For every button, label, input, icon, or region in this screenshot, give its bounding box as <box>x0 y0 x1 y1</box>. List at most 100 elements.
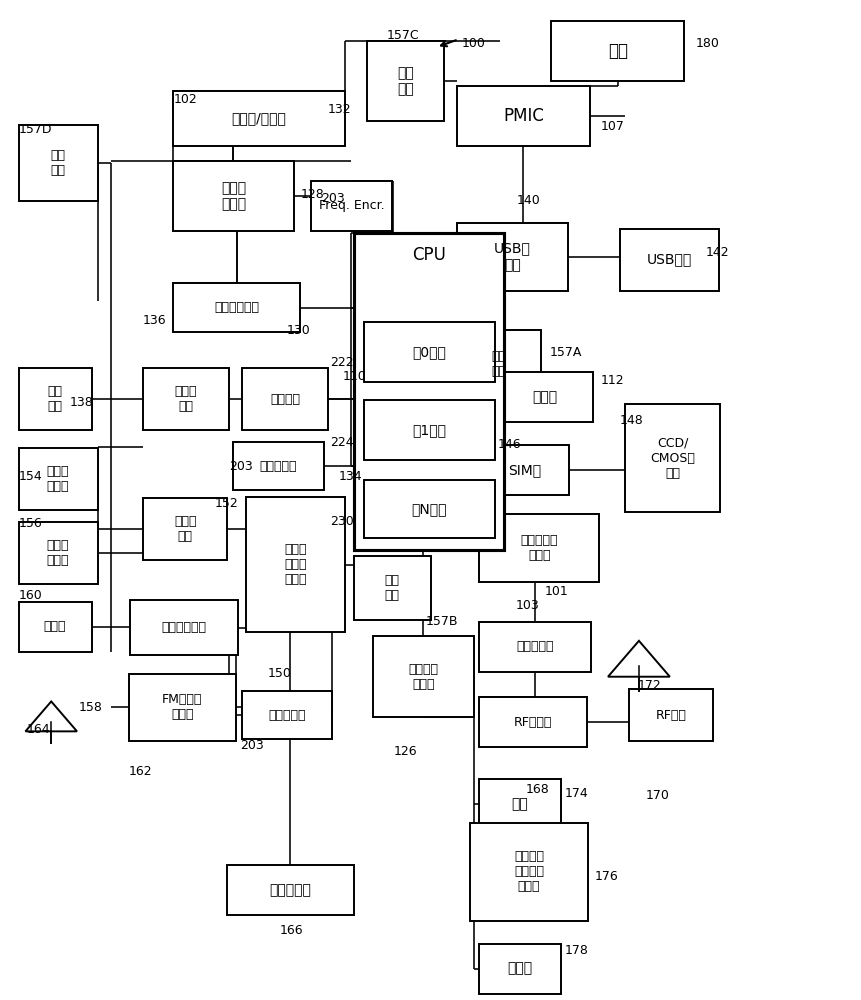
Bar <box>173 283 300 332</box>
Text: 键盘: 键盘 <box>511 797 528 811</box>
Text: 110: 110 <box>342 370 366 383</box>
Text: 157D: 157D <box>19 123 52 136</box>
Text: PMIC: PMIC <box>502 107 543 125</box>
Bar <box>551 21 684 81</box>
Text: 157A: 157A <box>549 346 581 359</box>
Text: 126: 126 <box>393 745 417 758</box>
Bar <box>363 480 494 538</box>
Text: CCD/
CMOS照
相机: CCD/ CMOS照 相机 <box>649 437 694 480</box>
Bar <box>310 181 392 231</box>
Bar <box>19 522 97 584</box>
Text: 130: 130 <box>287 324 310 337</box>
Text: 152: 152 <box>214 497 238 510</box>
Text: 电压优化器: 电压优化器 <box>516 640 553 653</box>
Text: 138: 138 <box>70 396 94 409</box>
Bar <box>226 865 353 915</box>
Bar <box>479 944 561 994</box>
Text: RF开关: RF开关 <box>654 709 685 722</box>
Text: 立体声耳机: 立体声耳机 <box>269 883 311 897</box>
Text: 172: 172 <box>636 679 660 692</box>
Bar <box>469 823 587 921</box>
Bar <box>19 125 97 201</box>
Text: FM无线电
调谐器: FM无线电 调谐器 <box>162 693 202 721</box>
Text: 麦克风: 麦克风 <box>44 620 66 633</box>
Bar <box>19 602 91 652</box>
Text: 第0内核: 第0内核 <box>412 345 446 359</box>
Text: CPU: CPU <box>412 246 445 264</box>
Text: 203: 203 <box>240 739 263 752</box>
Text: 第N内核: 第N内核 <box>411 502 447 516</box>
Text: 103: 103 <box>515 599 538 612</box>
Text: 频率增强器: 频率增强器 <box>268 709 306 722</box>
Text: 222: 222 <box>330 356 354 369</box>
Text: Freq. Encr.: Freq. Encr. <box>319 199 384 212</box>
Bar <box>456 223 567 291</box>
Text: 视频解码: 视频解码 <box>269 393 300 406</box>
Text: 麦克风放大器: 麦克风放大器 <box>161 621 207 634</box>
Text: 102: 102 <box>173 93 197 106</box>
Text: 热传
感器: 热传 感器 <box>51 149 65 177</box>
Text: 148: 148 <box>619 414 643 427</box>
Text: 112: 112 <box>600 374 624 387</box>
Text: 154: 154 <box>19 470 42 483</box>
Text: 158: 158 <box>78 701 102 714</box>
Bar <box>173 161 294 231</box>
Text: 显示器
控制器: 显示器 控制器 <box>220 181 245 211</box>
Bar <box>233 442 323 490</box>
Text: 模拟信号
处理器: 模拟信号 处理器 <box>408 663 437 691</box>
Text: 热传
感器: 热传 感器 <box>396 66 413 96</box>
Bar <box>624 404 719 512</box>
Text: 150: 150 <box>268 667 291 680</box>
Bar <box>128 674 236 741</box>
Text: 100: 100 <box>461 37 486 50</box>
Bar <box>628 689 712 741</box>
Text: 136: 136 <box>143 314 166 327</box>
Text: 142: 142 <box>705 246 728 259</box>
Bar <box>479 514 598 582</box>
Bar <box>143 498 227 560</box>
Bar <box>246 497 344 632</box>
Text: 168: 168 <box>525 783 548 796</box>
Bar <box>479 445 568 495</box>
Text: 电源: 电源 <box>607 42 627 60</box>
Text: 160: 160 <box>19 589 42 602</box>
Text: 146: 146 <box>498 438 521 451</box>
Text: 128: 128 <box>300 188 324 201</box>
Bar <box>242 691 331 739</box>
Bar <box>479 779 561 829</box>
Text: 174: 174 <box>564 787 588 800</box>
Bar <box>130 600 238 655</box>
Text: 140: 140 <box>517 194 540 207</box>
Bar <box>173 91 344 146</box>
Text: 176: 176 <box>593 870 617 883</box>
Text: 触摸屏控制器: 触摸屏控制器 <box>214 301 259 314</box>
Text: USB端口: USB端口 <box>646 253 691 267</box>
Text: 170: 170 <box>645 789 669 802</box>
Text: 视频
端口: 视频 端口 <box>47 385 63 413</box>
Text: 157B: 157B <box>425 615 458 628</box>
Text: 203: 203 <box>229 460 252 473</box>
Text: 180: 180 <box>695 37 719 50</box>
Text: 132: 132 <box>327 103 351 116</box>
Bar <box>363 322 494 382</box>
Bar <box>242 368 327 430</box>
Text: SIM卡: SIM卡 <box>507 463 540 477</box>
Bar <box>19 368 91 430</box>
Text: 156: 156 <box>19 517 42 530</box>
Text: 第1内核: 第1内核 <box>412 423 446 437</box>
Text: 203: 203 <box>320 192 344 205</box>
Text: 101: 101 <box>544 585 567 598</box>
Bar <box>353 556 430 620</box>
Text: 立体声
扬声器: 立体声 扬声器 <box>46 465 69 493</box>
Bar <box>353 233 504 550</box>
Text: 立体声
扬声器: 立体声 扬声器 <box>46 539 69 567</box>
Bar <box>479 697 585 747</box>
Text: 频率增强器: 频率增强器 <box>259 460 297 473</box>
Bar <box>456 86 589 146</box>
Text: 显示器/触摸屏: 显示器/触摸屏 <box>232 112 286 126</box>
Bar <box>456 330 541 398</box>
Text: 存储器: 存储器 <box>532 390 557 404</box>
Text: 增强型电压
聚合器: 增强型电压 聚合器 <box>520 534 557 562</box>
Text: 162: 162 <box>128 765 152 778</box>
Text: 视频放
大器: 视频放 大器 <box>175 385 197 413</box>
